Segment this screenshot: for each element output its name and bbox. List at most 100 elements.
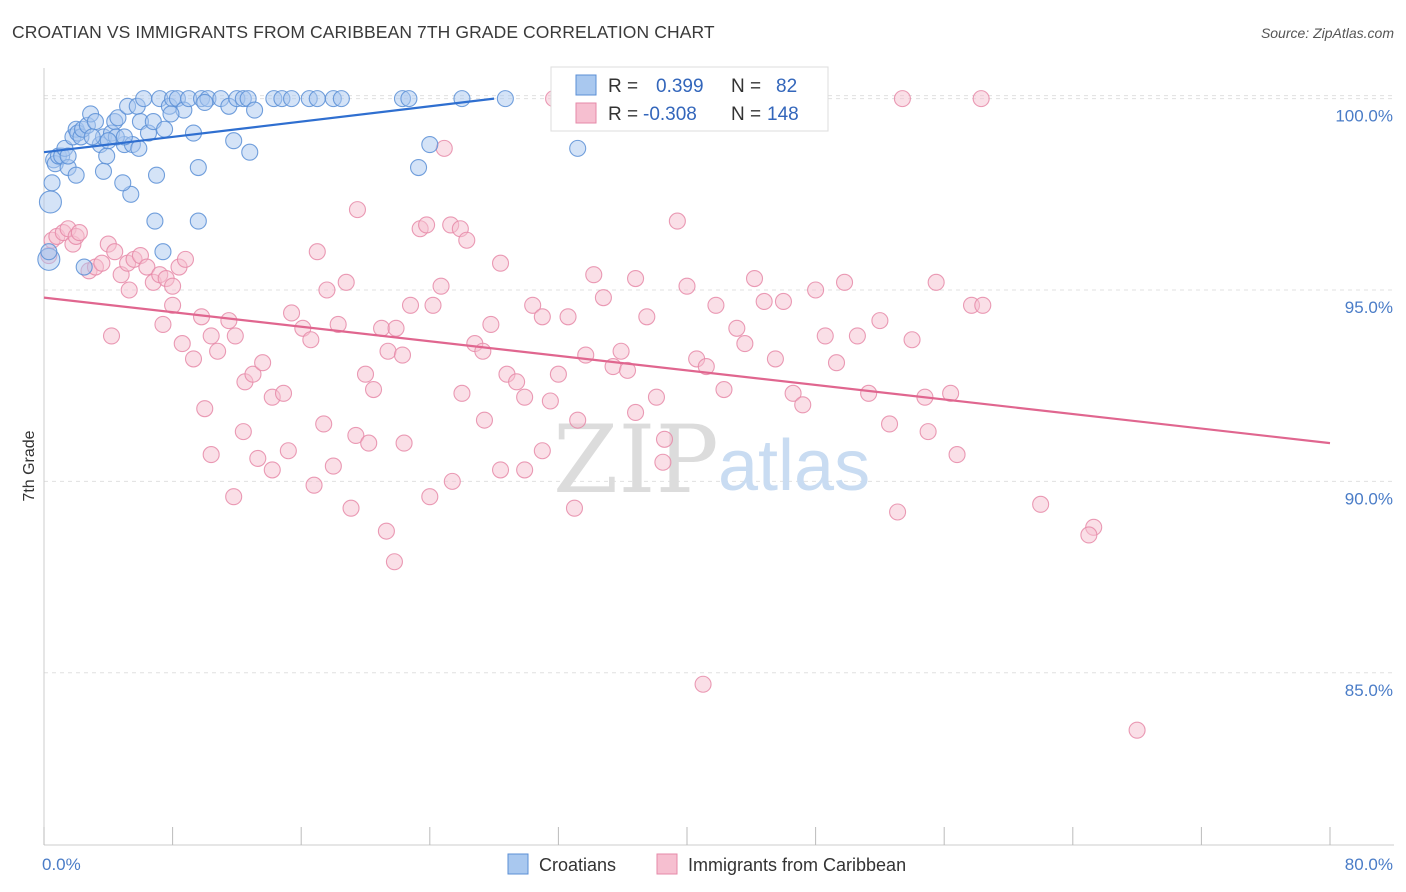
caribbean-point-91	[728, 319, 746, 337]
bottom-legend-label-caribbean: Immigrants from Caribbean	[688, 855, 906, 875]
caribbean-point-43	[308, 243, 326, 261]
caribbean-point-139	[1032, 495, 1050, 513]
caribbean-point-32	[209, 342, 227, 360]
watermark-atlas: atlas	[718, 426, 870, 506]
caribbean-point-113	[974, 296, 992, 314]
caribbean-point-29	[184, 350, 203, 368]
croatians-point-60	[409, 158, 428, 177]
croatians-point-33	[156, 120, 174, 138]
caribbean-point-61	[458, 231, 476, 249]
y-tick-label-85: 85.0%	[1345, 681, 1393, 700]
croatians-point-3	[43, 174, 61, 192]
caribbean-point-151	[453, 384, 471, 402]
caribbean-point-50	[373, 319, 391, 337]
caribbean-point-127	[395, 434, 413, 452]
x-tick-label-0: 0.0%	[42, 855, 81, 874]
bottom-legend: Croatians Immigrants from Caribbean	[507, 853, 906, 875]
croatians-point-76	[162, 105, 180, 123]
caribbean-point-120	[202, 446, 220, 464]
croatians-point-64	[147, 166, 166, 184]
caribbean-point-106	[880, 415, 899, 433]
caribbean-point-97	[784, 384, 802, 402]
croatians-point-73	[83, 128, 101, 146]
legend-n-value-caribbean: 148	[767, 104, 799, 125]
chart-title: CROATIAN VS IMMIGRANTS FROM CARIBBEAN 7T…	[12, 22, 715, 42]
y-tick-labels: 100.0% 95.0% 90.0% 85.0%	[1335, 107, 1393, 700]
caribbean-point-21	[164, 277, 182, 295]
caribbean-point-85	[668, 212, 686, 230]
caribbean-point-48	[356, 365, 375, 383]
caribbean-point-49	[364, 380, 383, 399]
caribbean-point-34	[226, 327, 244, 345]
croatians-trend-line	[43, 97, 495, 154]
croatians-point-68	[67, 166, 85, 184]
caribbean-point-7	[70, 224, 88, 242]
legend-box	[550, 66, 829, 132]
caribbean-point-150	[360, 434, 378, 452]
watermark: ZIP atlas	[553, 406, 870, 515]
caribbean-point-72	[549, 365, 567, 383]
caribbean-point-36	[244, 365, 262, 383]
caribbean-point-46	[337, 273, 355, 291]
caribbean-point-86	[678, 277, 696, 295]
croatians-point-78	[59, 147, 77, 165]
caribbean-point-146	[249, 449, 267, 467]
caribbean-point-123	[305, 476, 323, 494]
croatians-point-67	[94, 162, 113, 180]
croatians-point-47	[246, 101, 264, 119]
caribbean-point-75	[577, 346, 595, 364]
caribbean-point-94	[755, 292, 773, 311]
croatians-point-2	[38, 190, 62, 214]
trend-lines	[43, 97, 1331, 445]
caribbean-point-105	[871, 312, 889, 330]
y-tick-label-90: 90.0%	[1345, 489, 1393, 508]
caribbean-point-107	[889, 503, 907, 521]
caribbean-point-147	[279, 442, 297, 460]
caribbean-point-104	[860, 384, 878, 402]
croatians-point-58	[496, 90, 514, 108]
legend-r-label-croatians: R =	[608, 76, 638, 97]
caribbean-point-137	[694, 675, 712, 693]
x-tick-labels: 0.0% 80.0%	[42, 855, 1393, 874]
caribbean-point-56	[418, 216, 436, 234]
croatians-point-54	[332, 90, 350, 108]
y-tick-label-100: 100.0%	[1335, 107, 1393, 126]
croatians-point-50	[283, 90, 301, 108]
caribbean-point-99	[807, 281, 825, 299]
caribbean-point-108	[903, 331, 921, 349]
caribbean-point-33	[220, 312, 238, 330]
caribbean-point-52	[387, 319, 405, 337]
caribbean-point-81	[627, 269, 645, 288]
caribbean-point-141	[1080, 526, 1098, 544]
caribbean-point-10	[93, 254, 111, 272]
caribbean-point-70	[533, 308, 551, 326]
caribbean-point-134	[565, 499, 584, 517]
caribbean-point-47	[348, 201, 367, 219]
caribbean-point-58	[432, 277, 450, 295]
caribbean-point-136	[654, 453, 672, 471]
croatians-point-77	[196, 93, 214, 111]
caribbean-point-114	[919, 423, 937, 441]
caribbean-point-103	[848, 327, 866, 345]
caribbean-point-126	[377, 522, 395, 540]
croatians-point-1	[40, 243, 58, 261]
croatians-point-72	[75, 258, 93, 276]
caribbean-point-88	[697, 358, 715, 376]
caribbean-point-24	[102, 327, 121, 345]
caribbean-point-110	[927, 273, 945, 291]
croatians-point-20	[98, 147, 116, 165]
croatians-point-29	[135, 90, 153, 108]
caribbean-point-128	[421, 488, 439, 506]
croatians-point-56	[400, 90, 418, 108]
caribbean-point-17	[138, 258, 156, 276]
caribbean-point-67	[508, 373, 526, 391]
legend-r-value-caribbean: -0.308	[643, 104, 697, 125]
caribbean-point-53	[393, 346, 412, 364]
croatians-point-62	[241, 143, 259, 161]
croatians-point-71	[154, 243, 172, 261]
caribbean-point-28	[173, 335, 191, 353]
y-tick-label-95: 95.0%	[1345, 298, 1393, 317]
legend-n-label-caribbean: N =	[731, 104, 761, 125]
caribbean-point-84	[655, 430, 674, 448]
